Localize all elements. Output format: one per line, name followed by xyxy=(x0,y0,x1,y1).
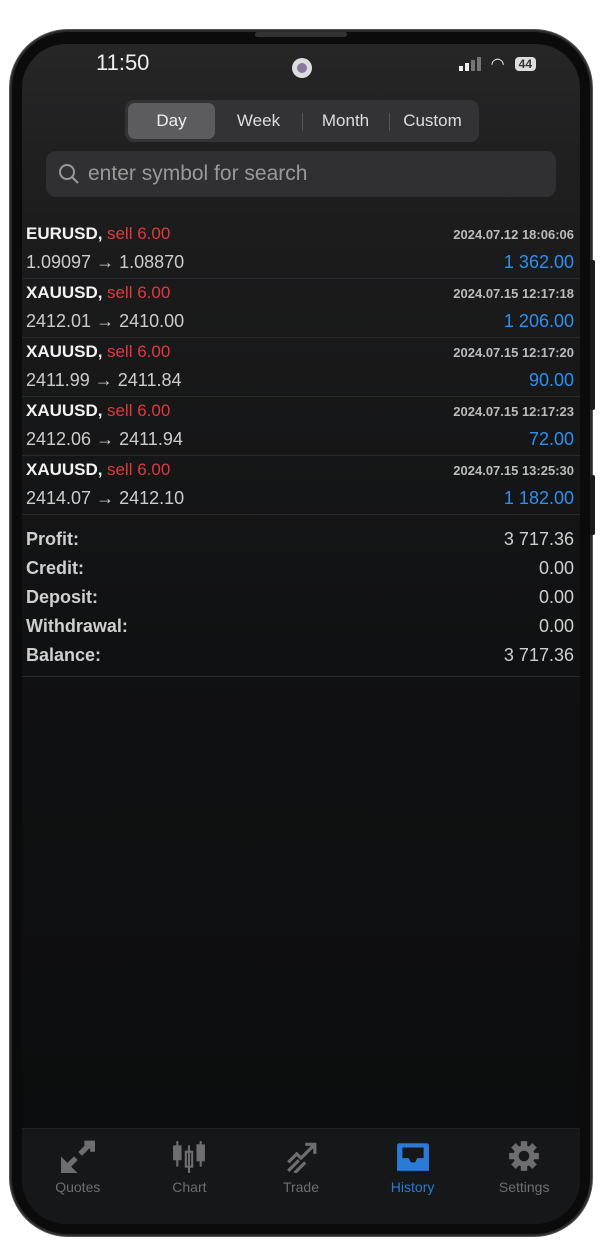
tab-label: Trade xyxy=(282,1179,320,1195)
bottom-tab-bar: Quotes Chart Trade History Settings xyxy=(22,1128,580,1224)
arrow-icon: → xyxy=(96,311,115,331)
deal-side: sell 6.00 xyxy=(106,342,171,361)
summary-row: Withdrawal: 0.00 xyxy=(26,612,574,641)
period-custom[interactable]: Custom xyxy=(389,103,476,139)
trade-icon xyxy=(287,1142,317,1173)
deal-profit: 72.00 xyxy=(528,429,574,449)
summary-value: 0.00 xyxy=(538,616,574,636)
power-button xyxy=(590,475,595,535)
tab-chart[interactable]: Chart xyxy=(134,1139,246,1224)
arrow-icon: → xyxy=(96,488,115,508)
tab-trade[interactable]: Trade xyxy=(245,1139,357,1224)
deal-side: sell 6.00 xyxy=(106,460,171,479)
gear-icon xyxy=(509,1141,540,1171)
arrow-icon: → xyxy=(94,370,113,390)
deal-symbol: XAUUSD, xyxy=(26,283,103,302)
speaker-grille xyxy=(255,32,347,37)
search-icon xyxy=(59,164,79,184)
summary-value: 3 717.36 xyxy=(503,645,574,665)
volume-button xyxy=(590,260,595,410)
tab-settings[interactable]: Settings xyxy=(468,1139,580,1224)
summary-label: Withdrawal: xyxy=(26,616,128,636)
tab-label: Quotes xyxy=(55,1179,101,1195)
arrow-icon: → xyxy=(96,429,115,449)
open-price: 2414.07 xyxy=(26,488,92,508)
deal-row[interactable]: XAUUSD, sell 6.00 2024.07.15 12:17:18 241… xyxy=(22,279,580,338)
wifi-icon: ◠ xyxy=(490,56,505,73)
deal-symbol: XAUUSD, xyxy=(26,342,103,361)
deal-symbol: EURUSD, xyxy=(26,224,103,243)
deal-side: sell 6.00 xyxy=(106,224,171,243)
deal-row[interactable]: XAUUSD, sell 6.00 2024.07.15 12:17:23 241… xyxy=(22,397,580,456)
deal-side: sell 6.00 xyxy=(106,401,171,420)
summary-row: Credit: 0.00 xyxy=(26,554,574,583)
deal-side: sell 6.00 xyxy=(106,283,171,302)
deal-time: 2024.07.15 13:25:30 xyxy=(453,463,574,478)
open-price: 1.09097 xyxy=(26,252,92,272)
close-price: 2412.10 xyxy=(119,488,185,508)
candlestick-icon xyxy=(173,1141,206,1173)
deal-profit: 1 206.00 xyxy=(503,311,574,331)
deal-time: 2024.07.15 12:17:20 xyxy=(453,345,574,360)
summary-label: Deposit: xyxy=(26,587,98,607)
period-day[interactable]: Day xyxy=(128,103,215,139)
deal-row[interactable]: XAUUSD, sell 6.00 2024.07.15 12:17:20 241… xyxy=(22,338,580,397)
deals-list: EURUSD, sell 6.00 2024.07.12 18:06:06 1.0… xyxy=(22,220,580,677)
quotes-icon xyxy=(60,1140,95,1173)
deal-row[interactable]: EURUSD, sell 6.00 2024.07.12 18:06:06 1.0… xyxy=(22,220,580,279)
summary-row: Deposit: 0.00 xyxy=(26,583,574,612)
summary-row: Balance: 3 717.36 xyxy=(26,641,574,670)
close-price: 2410.00 xyxy=(119,311,185,331)
deal-profit: 90.00 xyxy=(528,370,574,390)
status-time: 11:50 xyxy=(96,50,150,75)
deal-profit: 1 182.00 xyxy=(503,488,574,508)
close-price: 1.08870 xyxy=(119,252,185,272)
search-input[interactable]: enter symbol for search xyxy=(46,151,556,197)
summary-value: 0.00 xyxy=(538,558,574,578)
tab-quotes[interactable]: Quotes xyxy=(22,1139,134,1224)
close-price: 2411.84 xyxy=(117,370,182,390)
screen: 11:50 ◠ 44 Day Week Month Custom enter s… xyxy=(22,44,580,1224)
tab-history[interactable]: History xyxy=(357,1139,469,1224)
camera xyxy=(292,58,312,78)
deal-time: 2024.07.12 18:06:06 xyxy=(453,227,574,242)
search-placeholder: enter symbol for search xyxy=(88,162,308,185)
battery-icon: 44 xyxy=(514,57,536,71)
period-selector: Day Week Month Custom xyxy=(125,100,479,142)
period-month[interactable]: Month xyxy=(302,103,389,139)
summary-label: Profit: xyxy=(26,529,79,549)
tab-label: History xyxy=(390,1179,435,1195)
arrow-icon: → xyxy=(96,252,115,272)
tab-label: Settings xyxy=(498,1179,550,1195)
summary-row: Profit: 3 717.36 xyxy=(26,525,574,554)
summary-label: Credit: xyxy=(26,558,84,578)
summary-label: Balance: xyxy=(26,645,102,665)
period-week[interactable]: Week xyxy=(236,111,281,130)
deal-profit: 1 362.00 xyxy=(503,252,574,272)
status-icons: ◠ 44 xyxy=(458,54,536,74)
deal-time: 2024.07.15 12:17:18 xyxy=(453,286,574,301)
deal-symbol: XAUUSD, xyxy=(26,460,103,479)
summary-value: 3 717.36 xyxy=(503,529,574,549)
deal-symbol: XAUUSD, xyxy=(26,401,103,420)
deal-row[interactable]: XAUUSD, sell 6.00 2024.07.15 13:25:30 241… xyxy=(22,456,580,515)
open-price: 2412.06 xyxy=(26,429,92,449)
open-price: 2411.99 xyxy=(26,370,90,390)
deal-time: 2024.07.15 12:17:23 xyxy=(453,404,574,419)
summary-value: 0.00 xyxy=(538,587,574,607)
signal-icon xyxy=(458,57,481,71)
summary: Profit: 3 717.36 Credit: 0.00 Deposit: 0.00 Wi… xyxy=(22,515,580,677)
close-price: 2411.94 xyxy=(119,429,183,449)
inbox-icon xyxy=(396,1143,429,1171)
tab-label: Chart xyxy=(172,1179,207,1195)
open-price: 2412.01 xyxy=(26,311,92,331)
